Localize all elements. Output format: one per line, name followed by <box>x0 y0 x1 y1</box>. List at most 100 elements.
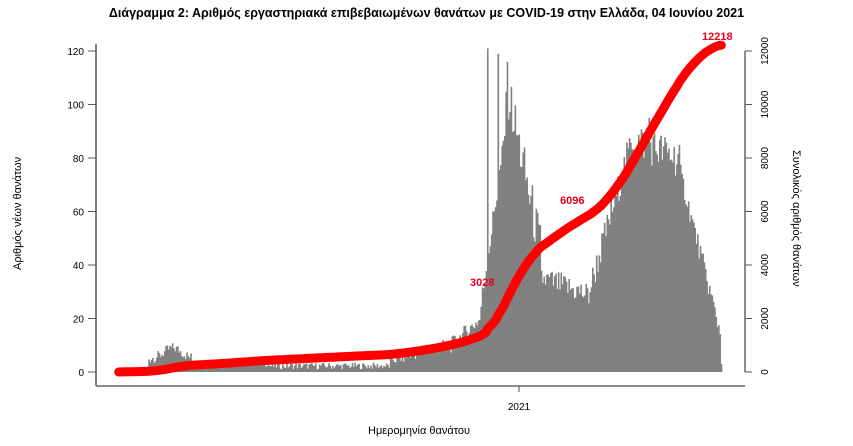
daily-bar <box>326 367 329 372</box>
daily-bar <box>698 258 700 372</box>
y-left-tick-label: 80 <box>73 154 85 165</box>
daily-bar <box>259 360 262 372</box>
daily-bar <box>408 355 410 372</box>
daily-bar <box>262 364 265 372</box>
daily-bar <box>676 164 678 372</box>
right-y-axis: 0 2000 4000 6000 8000 10000 12000 <box>744 37 771 375</box>
daily-bar <box>307 368 309 372</box>
daily-bar <box>226 364 229 372</box>
daily-bar <box>694 228 697 372</box>
daily-bar <box>627 148 630 372</box>
daily-bar <box>565 281 568 372</box>
daily-bar <box>405 357 408 372</box>
daily-bar <box>305 363 308 372</box>
daily-bar <box>212 365 215 372</box>
daily-bar <box>350 366 353 372</box>
daily-bar <box>532 237 535 372</box>
daily-bar <box>233 363 236 372</box>
daily-bar <box>412 354 414 372</box>
y-left-tick-label: 0 <box>78 368 84 379</box>
daily-bar <box>215 365 217 372</box>
daily-bar <box>438 349 440 372</box>
daily-bar <box>335 364 338 372</box>
daily-bar <box>446 341 448 372</box>
daily-bar <box>249 364 251 372</box>
daily-bar <box>497 53 500 373</box>
daily-bar <box>509 111 511 372</box>
daily-bar <box>237 365 240 372</box>
daily-bar <box>686 206 689 372</box>
daily-bar <box>283 367 286 372</box>
daily-bar <box>607 219 610 372</box>
daily-bar <box>402 361 405 372</box>
daily-bar <box>398 356 401 372</box>
daily-bar <box>372 362 375 372</box>
daily-bar <box>606 214 609 372</box>
daily-bar <box>314 363 317 372</box>
daily-bar <box>167 349 170 372</box>
daily-bar <box>337 364 339 372</box>
daily-bar <box>346 365 349 372</box>
daily-bar <box>475 322 477 372</box>
daily-bar <box>674 175 677 372</box>
x-tick-2021: 2021 <box>508 402 531 413</box>
y-right-tick-label: 8000 <box>760 146 771 169</box>
daily-bar <box>148 359 150 372</box>
daily-bar <box>664 137 666 372</box>
daily-bar <box>538 224 540 372</box>
daily-bar <box>379 366 381 372</box>
daily-bar <box>682 178 685 372</box>
daily-bar <box>161 354 163 372</box>
y-right-tick-label: 0 <box>760 369 771 375</box>
daily-bar <box>162 356 165 372</box>
daily-bar <box>619 195 622 372</box>
daily-bar <box>152 358 154 372</box>
daily-bar <box>559 289 561 372</box>
daily-bar <box>177 346 179 372</box>
daily-bar <box>486 48 489 372</box>
daily-bar <box>718 325 720 372</box>
daily-bar <box>417 348 419 372</box>
daily-bar <box>603 222 606 372</box>
daily-bar <box>160 357 162 372</box>
daily-bar <box>560 272 563 372</box>
daily-bar <box>592 267 594 372</box>
daily-bar <box>225 365 228 372</box>
daily-bar <box>456 344 459 372</box>
daily-bar <box>589 292 591 372</box>
daily-bar <box>158 353 161 372</box>
daily-bar <box>473 328 476 372</box>
daily-bar <box>425 352 427 372</box>
y-left-tick-label: 40 <box>73 261 85 272</box>
daily-bar <box>156 357 158 372</box>
daily-bar <box>643 157 645 372</box>
daily-bar <box>324 365 326 372</box>
daily-bar <box>639 139 641 372</box>
y-right-tick-label: 4000 <box>760 253 771 276</box>
daily-bar <box>635 149 637 372</box>
daily-bar <box>552 285 555 372</box>
daily-bar <box>400 360 402 372</box>
daily-bar <box>200 366 203 372</box>
daily-bar <box>610 200 613 372</box>
daily-bar <box>697 234 699 372</box>
daily-bar <box>616 176 619 372</box>
daily-bar <box>347 365 350 372</box>
daily-bar <box>433 346 435 372</box>
daily-bar <box>275 367 278 372</box>
daily-bar <box>534 241 536 372</box>
daily-bar <box>157 351 160 372</box>
daily-bar <box>563 275 565 372</box>
daily-bar <box>598 255 601 372</box>
daily-bar <box>510 86 513 372</box>
daily-bar <box>689 221 691 372</box>
daily-bar <box>564 277 567 372</box>
daily-bar <box>618 201 620 372</box>
daily-bar <box>511 131 514 372</box>
daily-bar <box>477 320 480 372</box>
daily-bar <box>414 359 417 372</box>
daily-bar <box>693 222 695 372</box>
daily-bar <box>546 274 548 372</box>
daily-bar <box>623 157 626 372</box>
daily-bar <box>515 135 518 372</box>
